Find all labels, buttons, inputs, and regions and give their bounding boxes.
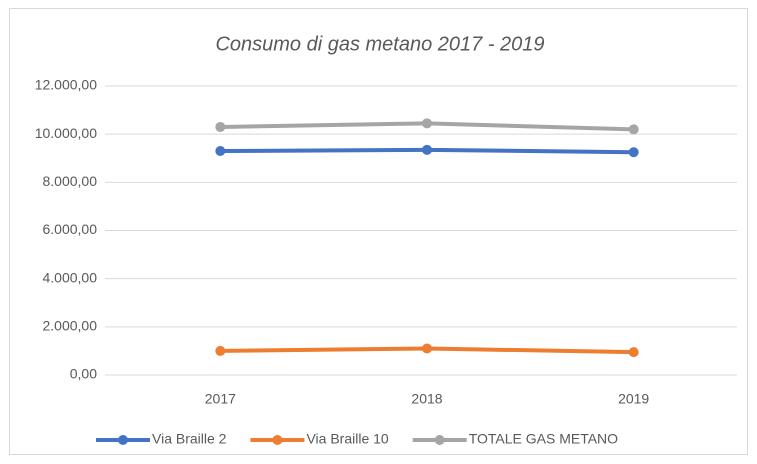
data-point [215,121,226,132]
y-tick-label: 0,00 [70,366,97,382]
data-point [215,146,226,157]
chart-title: Consumo di gas metano 2017 - 2019 [215,33,544,55]
x-tick-label: 2018 [411,391,442,407]
y-tick-label: 2.000,00 [43,318,98,334]
y-tick-label: 6.000,00 [43,221,98,237]
y-tick-label: 12.000,00 [35,77,97,93]
x-tick-label: 2017 [205,391,236,407]
legend-marker [272,435,283,445]
data-point [422,118,432,129]
data-point [628,124,639,135]
legend-label: TOTALE GAS METANO [469,431,618,447]
data-point [215,345,226,356]
data-point [422,343,432,354]
legend-label: Via Braille 10 [306,431,388,447]
y-tick-label: 10.000,00 [35,125,97,141]
y-tick-label: 8.000,00 [43,173,98,189]
data-point [628,147,639,158]
data-point [422,144,432,155]
x-tick-label: 2019 [618,391,649,407]
legend-marker [434,435,445,445]
data-point [628,347,639,358]
legend-marker [118,435,128,445]
y-tick-label: 4.000,00 [43,269,98,285]
chart-border [9,8,748,455]
legend-label: Via Braille 2 [152,431,227,447]
